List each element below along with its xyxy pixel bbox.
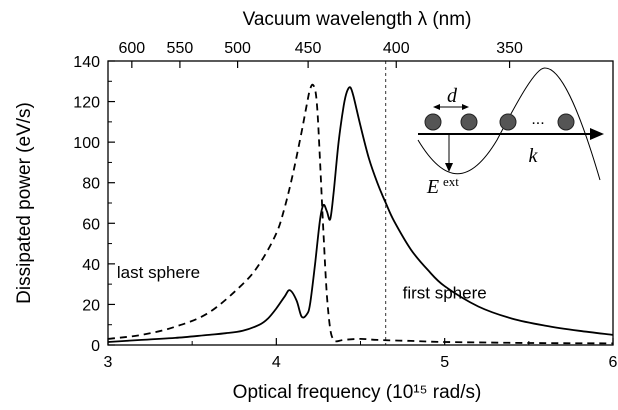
top-tick-label: 400 xyxy=(383,40,410,57)
x-axis-title: Optical frequency (10¹⁵ rad/s) xyxy=(233,382,482,403)
y-tick-label: 40 xyxy=(82,257,100,274)
y-tick-label: 120 xyxy=(73,95,100,112)
top-tick-label: 350 xyxy=(496,40,523,57)
inset-sphere xyxy=(499,113,517,131)
y-tick-label: 140 xyxy=(73,54,100,71)
plot-frame xyxy=(107,60,614,346)
top-tick-label: 450 xyxy=(295,40,322,57)
y-tick-label: 0 xyxy=(91,338,100,355)
inset-wave xyxy=(417,67,601,181)
left-axis: 0 20 40 60 80 100 120 140 xyxy=(73,54,115,355)
y-axis-title: Dissipated power (eV/s) xyxy=(14,102,35,304)
inset-wavevector-label: k xyxy=(529,145,539,167)
y-tick-label: 20 xyxy=(82,297,100,314)
inset-field-label: E xyxy=(426,176,439,198)
top-axis: 600 550 500 450 400 350 xyxy=(118,40,523,68)
top-tick-label: 500 xyxy=(224,40,251,57)
x-tick-label: 3 xyxy=(104,354,113,371)
annotation-last-sphere: last sphere xyxy=(117,263,200,282)
x-tick-label: 4 xyxy=(272,354,281,371)
x-tick-label: 6 xyxy=(609,354,618,371)
top-tick-label: 600 xyxy=(118,40,145,57)
inset-diagram: ... d k E ext xyxy=(417,67,604,198)
y-tick-label: 100 xyxy=(73,135,100,152)
y-tick-label: 60 xyxy=(82,216,100,233)
y-tick-label: 80 xyxy=(82,176,100,193)
inset-sphere xyxy=(460,113,478,131)
inset-field-head xyxy=(445,163,453,172)
inset-spacing-label: d xyxy=(447,85,458,107)
annotation-first-sphere: first sphere xyxy=(403,283,487,302)
last-sphere-line xyxy=(107,83,614,345)
x-tick-label: 5 xyxy=(440,354,449,371)
first-sphere-line xyxy=(107,86,614,343)
inset-ellipsis: ... xyxy=(531,111,544,128)
inset-sphere xyxy=(557,113,575,131)
inset-arrow-head xyxy=(590,128,604,140)
top-axis-title: Vacuum wavelength λ (nm) xyxy=(243,9,472,30)
top-tick-label: 550 xyxy=(167,40,194,57)
inset-field-superscript: ext xyxy=(443,174,459,189)
series-layer xyxy=(107,83,614,345)
plot-area xyxy=(107,60,614,346)
inset-spacing-head-right xyxy=(462,104,469,110)
inset-spacing-head-left xyxy=(433,104,440,110)
inset-sphere xyxy=(424,113,442,131)
